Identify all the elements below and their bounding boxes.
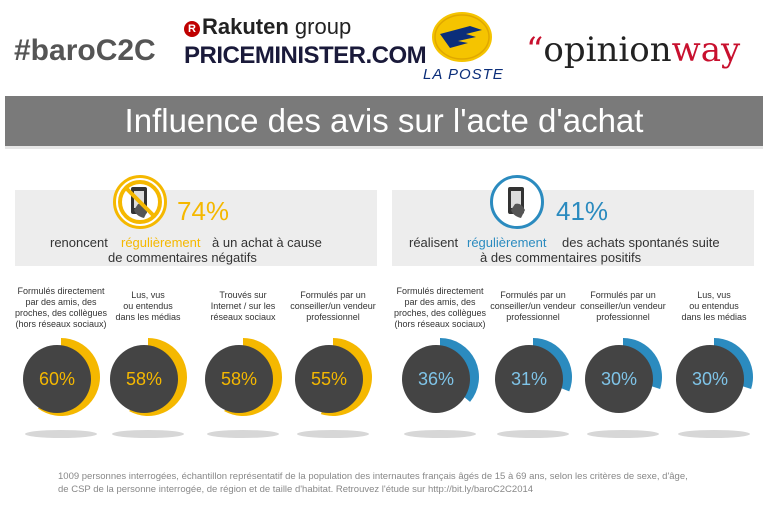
donut-value-label: 58% — [221, 369, 257, 389]
footnote: 1009 personnes interrogées, échantillon … — [58, 470, 738, 496]
donut-category-label: Trouvés sur Internet / sur les réseaux soc… — [193, 290, 293, 323]
donut-shadow — [25, 430, 97, 438]
donut-center — [495, 345, 563, 413]
donut-chart: 58% — [204, 338, 282, 416]
donut-center — [295, 345, 363, 413]
donut-category-label: Formulés par un conseiller/un vendeur prof… — [483, 290, 583, 323]
donut-category-label-line: professionnel — [596, 312, 650, 322]
donut-category-label-line: professionnel — [506, 312, 560, 322]
donut-shadow — [404, 430, 476, 438]
donut-center — [205, 345, 273, 413]
donut-shadow — [112, 430, 184, 438]
smartphone-icon — [490, 175, 544, 229]
negative-big-pct: 74% — [177, 196, 230, 226]
donut-category-label-line: Lus, vus — [697, 290, 731, 300]
donut-category-label-line: Formulés directement — [17, 286, 105, 296]
negative-text-before: renoncent — [50, 235, 108, 250]
donut-category-label-line: Formulés par un — [500, 290, 566, 300]
donut-chart: 31% — [494, 338, 572, 416]
donut-value-label: 31% — [511, 369, 547, 389]
donut-category-label-line: (hors réseaux sociaux) — [15, 319, 107, 329]
negative-text-after: à un achat à cause — [212, 235, 322, 250]
positive-text-after: des achats spontanés suite — [562, 235, 720, 250]
header: #baroC2C R Rakuten group PRICEMINISTER.CO… — [0, 0, 768, 92]
donut-category-label-line: réseaux sociaux — [210, 312, 276, 322]
donut-category-label-line: ou entendus — [123, 301, 173, 311]
donut-category-label-line: conseiller/un vendeur — [490, 301, 576, 311]
negative-banner — [15, 190, 377, 266]
donut-category-label-line: Formulés directement — [396, 286, 484, 296]
rakuten-r-icon: R — [184, 21, 200, 37]
donut-category-label: Lus, vus ou entendus dans les médias — [664, 290, 764, 323]
positive-banner — [392, 190, 754, 266]
donut-value-label: 30% — [601, 369, 637, 389]
positive-highlight: régulièrement — [467, 235, 547, 250]
donut-category-label-line: par des amis, des — [404, 297, 476, 307]
donut-category-label-line: dans les médias — [681, 312, 747, 322]
donut-category-label-line: conseiller/un vendeur — [580, 301, 666, 311]
donut-category-label-line: professionnel — [306, 312, 360, 322]
positive-text-line2: à des commentaires positifs — [480, 250, 642, 265]
donut-category-label-line: Lus, vus — [131, 290, 165, 300]
donut-value-label: 36% — [418, 369, 454, 389]
donut-center — [585, 345, 653, 413]
donut-shadow — [207, 430, 279, 438]
positive-text-before: réalisent — [409, 235, 459, 250]
donut-category-label: Formulés par un conseiller/un vendeur prof… — [573, 290, 673, 323]
donut-category-label-line: par des amis, des — [25, 297, 97, 307]
opinionway-logo: “opinionway — [526, 30, 741, 70]
donut-value-label: 55% — [311, 369, 347, 389]
donut-chart: 36% — [401, 338, 479, 416]
donut-category-label-line: conseiller/un vendeur — [290, 301, 376, 311]
donut-value-label: 30% — [692, 369, 728, 389]
donut-chart: 58% — [109, 338, 187, 416]
donut-value-label: 60% — [39, 369, 75, 389]
priceminister-logo: PRICEMINISTER.COM — [184, 42, 427, 69]
donut-category-label-line: Internet / sur les — [210, 301, 276, 311]
donut-category-label: Lus, vus ou entendus dans les médias — [98, 290, 198, 323]
donut-shadow — [678, 430, 750, 438]
page-title: Influence des avis sur l'acte d'achat — [5, 96, 763, 149]
donut-category-label-line: proches, des collègues — [14, 308, 108, 318]
donut-category-label-line: dans les médias — [115, 312, 181, 322]
hashtag: #baroC2C — [14, 34, 156, 67]
donut-shadow — [497, 430, 569, 438]
donut-category-label: Formulés directement par des amis, des pro… — [390, 286, 490, 330]
donut-center — [402, 345, 470, 413]
donut-chart: 30% — [675, 338, 753, 416]
donut-category-label-line: ou entendus — [689, 301, 739, 311]
no-smartphone-icon — [113, 175, 167, 229]
footnote-line1: 1009 personnes interrogées, échantillon … — [58, 471, 688, 482]
donut-shadow — [297, 430, 369, 438]
laposte-label: LA POSTE — [423, 66, 504, 83]
donut-chart: 30% — [584, 338, 662, 416]
footnote-line2: de CSP de la personne interrogée, de rég… — [58, 484, 534, 495]
rakuten-logo: R Rakuten group — [184, 14, 351, 40]
donut-category-label-line: Formulés par un — [300, 290, 366, 300]
donut-category-label-line: proches, des collègues — [393, 308, 487, 318]
donut-category-label: Formulés par un conseiller/un vendeur prof… — [283, 290, 383, 323]
donut-category-label-line: Trouvés sur — [219, 290, 267, 300]
donut-category-label: Formulés directement par des amis, des pro… — [11, 286, 111, 330]
donut-chart: 55% — [294, 338, 372, 416]
laposte-bird-icon — [430, 10, 494, 64]
donut-category-label-line: (hors réseaux sociaux) — [394, 319, 486, 329]
donut-shadow — [587, 430, 659, 438]
donut-chart: 60% — [22, 338, 100, 416]
positive-big-pct: 41% — [556, 196, 609, 226]
negative-highlight: régulièrement — [121, 235, 201, 250]
donut-center — [110, 345, 178, 413]
donut-center — [23, 345, 91, 413]
donut-value-label: 58% — [126, 369, 162, 389]
donut-center — [676, 345, 744, 413]
negative-text-line2: de commentaires négatifs — [108, 250, 257, 265]
donut-category-label-line: Formulés par un — [590, 290, 656, 300]
